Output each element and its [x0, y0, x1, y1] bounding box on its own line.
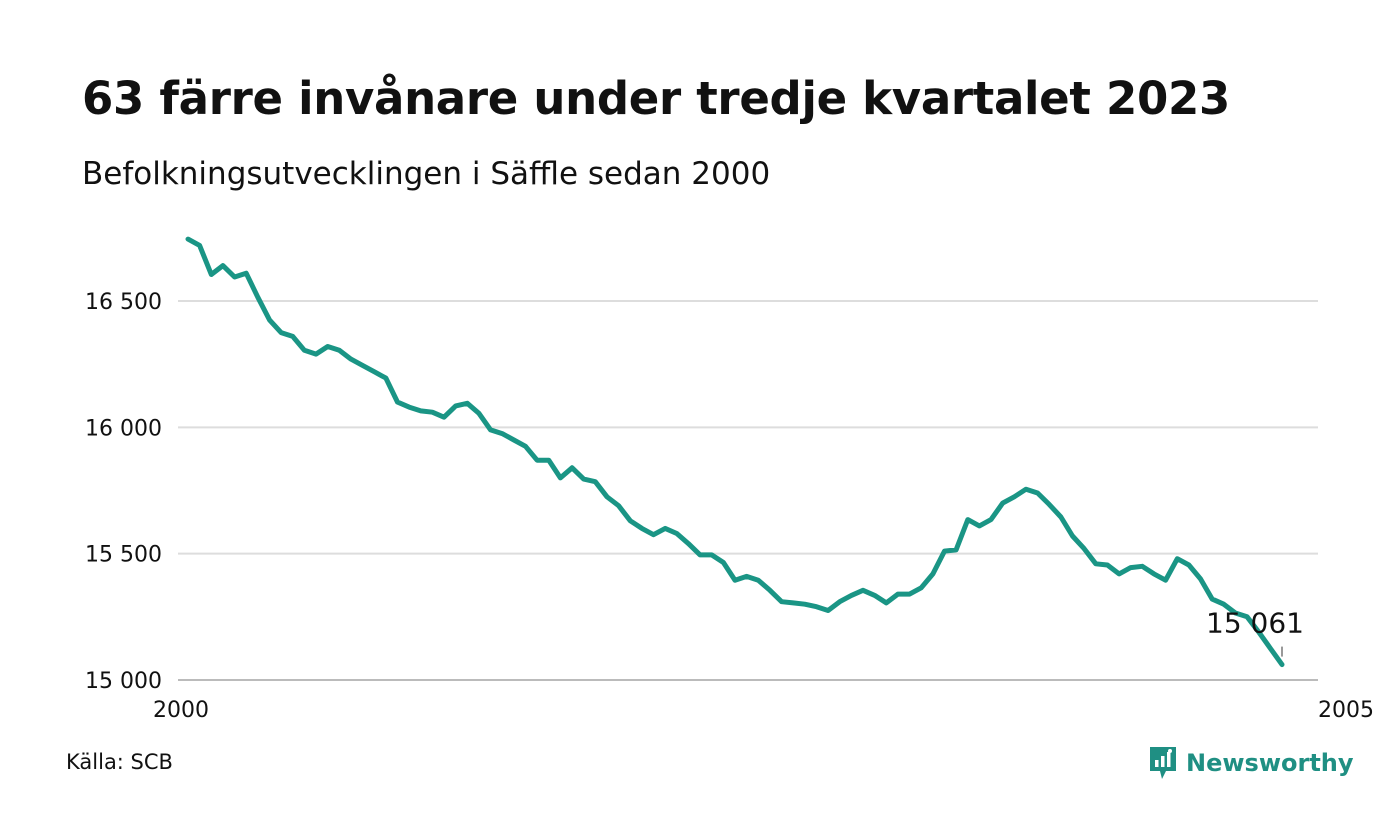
brand-name: Newsworthy: [1186, 749, 1354, 777]
last-value-label: 15 061: [1206, 607, 1304, 640]
y-tick-label: 16 500: [85, 290, 162, 315]
x-tick-label: 2000: [153, 698, 209, 723]
gridlines: [178, 300, 1318, 681]
y-tick-label: 15 500: [85, 543, 162, 568]
y-tick-label: 15 000: [85, 669, 162, 694]
x-axis-ticks: 20002005201020152020: [153, 698, 1374, 723]
source-note: Källa: SCB: [66, 750, 173, 774]
chart-subtitle: Befolkningsutvecklingen i Säffle sedan 2…: [82, 156, 771, 192]
population-line: [185, 236, 1285, 668]
x-tick-label: 2005: [1318, 698, 1374, 723]
chart-title: 63 färre invånare under tredje kvartalet…: [82, 72, 1231, 125]
y-axis-ticks: 15 000 15 500 16 000 16 500: [85, 290, 162, 694]
newsworthy-logo[interactable]: Newsworthy: [1148, 744, 1354, 782]
y-tick-label: 16 000: [85, 416, 162, 441]
chart-bubble-icon: [1150, 747, 1176, 779]
